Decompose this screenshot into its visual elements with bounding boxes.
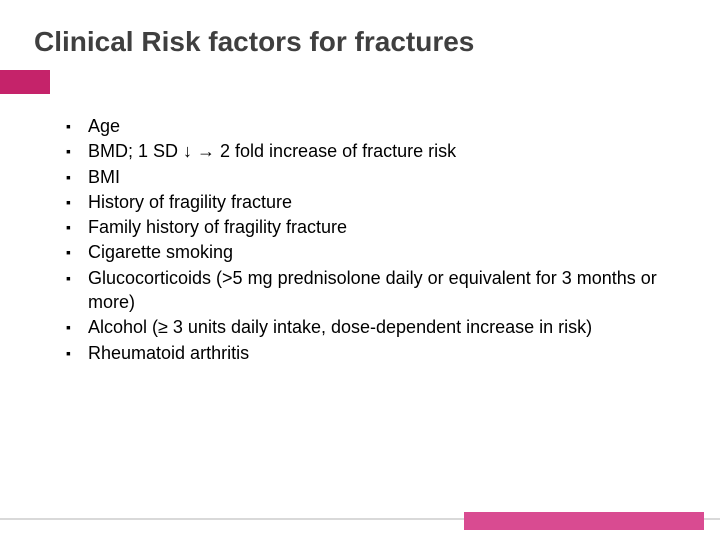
- list-item-text: Age: [88, 114, 666, 138]
- bullet-icon: ▪: [66, 165, 88, 189]
- list-item-text: Alcohol (≥ 3 units daily intake, dose-de…: [88, 315, 666, 339]
- list-item-text: Cigarette smoking: [88, 240, 666, 264]
- bullet-icon: ▪: [66, 266, 88, 290]
- list-item: ▪ BMI: [66, 165, 666, 189]
- list-item-text: History of fragility fracture: [88, 190, 666, 214]
- footer-accent: [464, 512, 704, 530]
- list-item: ▪ History of fragility fracture: [66, 190, 666, 214]
- list-item: ▪ BMD; 1 SD ↓ → 2 fold increase of fract…: [66, 139, 666, 163]
- slide: { "title": "Clinical Risk factors for fr…: [0, 0, 720, 540]
- list-item-text: BMD; 1 SD ↓ → 2 fold increase of fractur…: [88, 139, 666, 163]
- bullet-icon: ▪: [66, 114, 88, 138]
- bullet-icon: ▪: [66, 341, 88, 365]
- bullet-icon: ▪: [66, 139, 88, 163]
- list-item-text: Family history of fragility fracture: [88, 215, 666, 239]
- list-item: ▪ Alcohol (≥ 3 units daily intake, dose-…: [66, 315, 666, 339]
- bullet-icon: ▪: [66, 240, 88, 264]
- bullet-icon: ▪: [66, 215, 88, 239]
- list-item-text: Glucocorticoids (>5 mg prednisolone dail…: [88, 266, 666, 315]
- bullet-list: ▪ Age ▪ BMD; 1 SD ↓ → 2 fold increase of…: [66, 114, 666, 366]
- bullet-icon: ▪: [66, 315, 88, 339]
- list-item: ▪ Age: [66, 114, 666, 138]
- list-item: ▪ Glucocorticoids (>5 mg prednisolone da…: [66, 266, 666, 315]
- bullet-icon: ▪: [66, 190, 88, 214]
- list-item: ▪ Cigarette smoking: [66, 240, 666, 264]
- list-item: ▪ Rheumatoid arthritis: [66, 341, 666, 365]
- list-item: ▪ Family history of fragility fracture: [66, 215, 666, 239]
- slide-title: Clinical Risk factors for fractures: [34, 26, 474, 58]
- list-item-text: BMI: [88, 165, 666, 189]
- list-item-text: Rheumatoid arthritis: [88, 341, 666, 365]
- accent-bar: [0, 70, 50, 94]
